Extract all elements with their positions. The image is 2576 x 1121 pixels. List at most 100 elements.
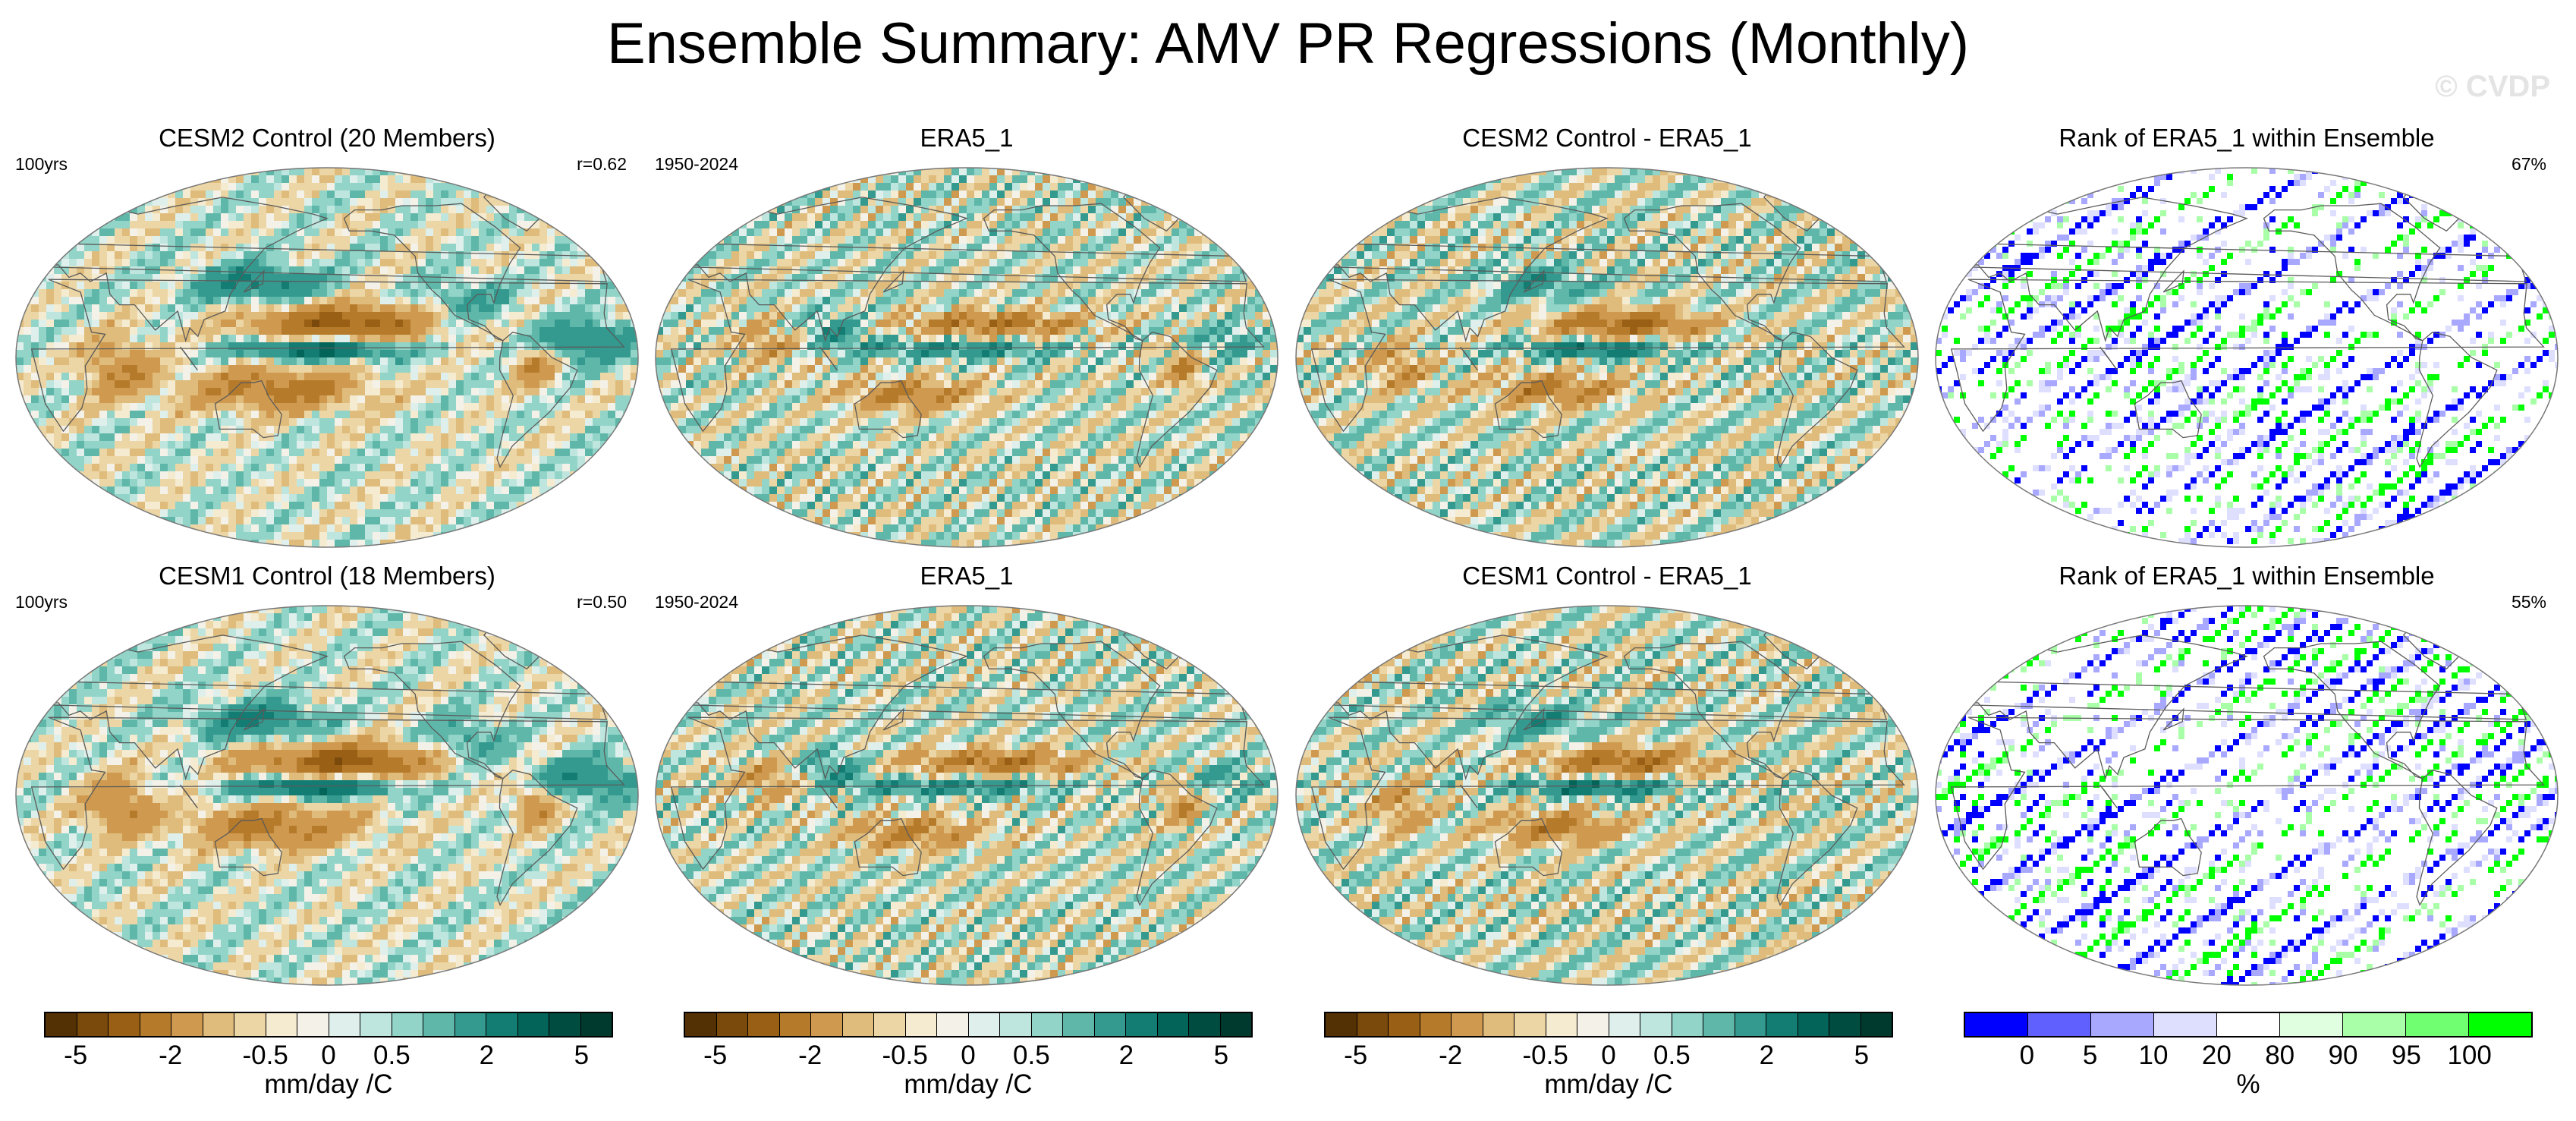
colorbar-cesm2: -5 -2 -0.5 0 0.5 2 5 mm/day /C <box>44 1012 613 1100</box>
colorbar-swatch <box>1766 1013 1798 1036</box>
colorbar-swatch <box>1965 1013 2027 1036</box>
panel-rank-top: Rank of ERA5_1 within Ensemble 67% <box>1933 124 2560 549</box>
colorbar-tick-label: 2 <box>480 1041 494 1071</box>
colorbar-swatch <box>873 1013 905 1036</box>
colorbar-tick-label: 5 <box>2083 1041 2097 1071</box>
colorbar-swatches <box>44 1012 613 1038</box>
map-field <box>16 606 638 985</box>
colorbar-swatch <box>1734 1013 1766 1036</box>
colorbar-swatch <box>1125 1013 1157 1036</box>
panel-era5-top: ERA5_1 1950-2024 <box>653 124 1280 549</box>
colorbar-swatch <box>139 1013 171 1036</box>
colorbar-tick-label: -2 <box>159 1041 182 1071</box>
colorbar-tick-label: 0.5 <box>1653 1041 1691 1071</box>
panel-years: 100yrs <box>15 592 68 612</box>
map-border <box>15 605 639 986</box>
colorbar-tick-label: 20 <box>2202 1041 2232 1071</box>
panel-title: CESM2 Control - ERA5_1 <box>1294 124 1920 153</box>
colorbar-swatch <box>1482 1013 1514 1036</box>
colorbar-swatch <box>1093 1013 1125 1036</box>
colorbar-swatch <box>202 1013 234 1036</box>
colorbar-swatch <box>1577 1013 1609 1036</box>
colorbar-ticks: 0 5 10 20 80 90 95 100 <box>1964 1038 2533 1071</box>
colorbar-swatch <box>2090 1013 2153 1036</box>
colorbar-swatch <box>234 1013 266 1036</box>
colorbar-swatch <box>747 1013 779 1036</box>
colorbar-swatch <box>265 1013 297 1036</box>
colorbar-swatch <box>1608 1013 1640 1036</box>
colorbar-tick-label: -2 <box>798 1041 822 1071</box>
colorbar-swatch <box>486 1013 517 1036</box>
panel-rank-bottom: Rank of ERA5_1 within Ensemble 55% <box>1933 562 2560 987</box>
colorbar-units: mm/day /C <box>684 1069 1253 1100</box>
colorbar-tick-label: 2 <box>1760 1041 1774 1071</box>
colorbar-swatch <box>1514 1013 1546 1036</box>
colorbar-swatch <box>454 1013 486 1036</box>
colorbar-units: mm/day /C <box>1324 1069 1893 1100</box>
colorbar-tick-label: 80 <box>2265 1041 2294 1071</box>
map-cesm1-control <box>15 605 639 986</box>
colorbar-ticks: -5 -2 -0.5 0 0.5 2 5 <box>44 1038 613 1071</box>
colorbar-swatch <box>297 1013 329 1036</box>
colorbar-tick-label: 0 <box>2020 1041 2034 1071</box>
coastlines <box>670 619 1265 906</box>
colorbar-ticks: -5 -2 -0.5 0 0.5 2 5 <box>684 1038 1253 1071</box>
colorbar-swatch <box>391 1013 423 1036</box>
map-era5-bottom <box>655 605 1279 986</box>
colorbar-tick-label: 2 <box>1119 1041 1134 1071</box>
panel-cesm2-minus-era5: CESM2 Control - ERA5_1 <box>1294 124 1920 549</box>
colorbar-tick-label: -5 <box>64 1041 87 1071</box>
colorbar-tick-label: 0.5 <box>373 1041 410 1071</box>
map-border <box>15 167 639 548</box>
panel-period: 1950-2024 <box>655 154 738 175</box>
colorbar-tick-label: -5 <box>1344 1041 1367 1071</box>
colorbar-swatch <box>1219 1013 1251 1036</box>
colorbar-swatch <box>549 1013 580 1036</box>
panel-period: 1950-2024 <box>655 592 738 612</box>
colorbar-swatch <box>1419 1013 1451 1036</box>
colorbar-tick-label: 5 <box>1854 1041 1869 1071</box>
colorbar-swatch <box>171 1013 203 1036</box>
colorbar-swatch <box>1356 1013 1388 1036</box>
colorbar-swatch <box>517 1013 549 1036</box>
panel-rank-percent: 67% <box>2512 154 2546 175</box>
colorbar-swatch <box>904 1013 936 1036</box>
map-border <box>655 605 1279 986</box>
panel-years: 100yrs <box>15 154 68 175</box>
map-field <box>1296 168 1918 547</box>
colorbar-swatch <box>936 1013 968 1036</box>
colorbar-tick-label: 0.5 <box>1013 1041 1050 1071</box>
colorbar-tick-label: 95 <box>2392 1041 2421 1071</box>
map-field <box>1296 606 1918 985</box>
colorbar-swatch <box>108 1013 140 1036</box>
colorbar-swatch <box>2405 1013 2468 1036</box>
panel-title: CESM2 Control (20 Members) <box>14 124 640 153</box>
map-rank-top <box>1935 167 2559 548</box>
panel-title: CESM1 Control - ERA5_1 <box>1294 562 1920 590</box>
panel-era5-bottom: ERA5_1 1950-2024 <box>653 562 1280 987</box>
colorbar-tick-label: -0.5 <box>243 1041 288 1071</box>
map-field <box>656 606 1278 985</box>
panel-cesm1-control: CESM1 Control (18 Members) 100yrs r=0.50 <box>14 562 640 987</box>
colorbar-swatch <box>2027 1013 2090 1036</box>
map-field <box>16 168 638 547</box>
colorbar-swatch <box>76 1013 108 1036</box>
panel-title: ERA5_1 <box>653 562 1280 590</box>
map-border <box>655 167 1279 548</box>
colorbar-tick-label: 10 <box>2139 1041 2169 1071</box>
panel-title: ERA5_1 <box>653 124 1280 153</box>
colorbar-swatch <box>46 1013 77 1036</box>
colorbar-swatch <box>1156 1013 1188 1036</box>
colorbar-swatch <box>810 1013 842 1036</box>
colorbar-swatch <box>2279 1013 2342 1036</box>
colorbar-swatch <box>1388 1013 1420 1036</box>
colorbar-swatch <box>1671 1013 1703 1036</box>
colorbar-swatch <box>2153 1013 2216 1036</box>
colorbar-swatch <box>716 1013 747 1036</box>
colorbar-swatch <box>999 1013 1031 1036</box>
colorbar-difference: -5 -2 -0.5 0 0.5 2 5 mm/day /C <box>1324 1012 1893 1100</box>
colorbar-swatch <box>328 1013 360 1036</box>
map-border <box>1935 605 2559 986</box>
map-border <box>1295 605 1919 986</box>
colorbar-tick-label: -5 <box>703 1041 727 1071</box>
